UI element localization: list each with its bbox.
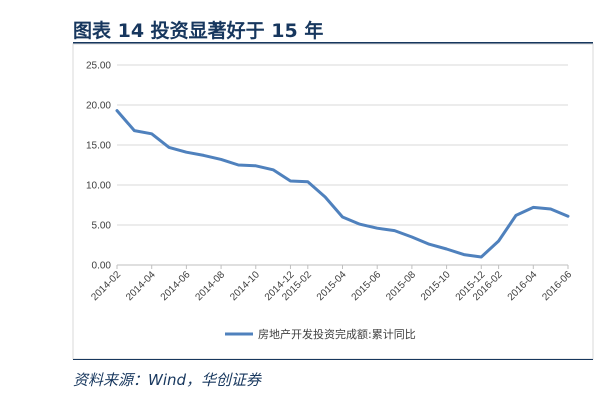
chart-area <box>72 43 594 360</box>
y-tick-label: 25.00 <box>86 61 111 72</box>
series-layer <box>115 109 570 259</box>
source-note: 资料来源：Wind，华创证券 <box>73 371 262 389</box>
legend-label: 房地产开发投资完成额:累计同比 <box>258 327 416 341</box>
y-axis-ticks: 0.00 5.00 10.00 15.00 20.00 25.00 <box>86 61 111 272</box>
figure-title: 图表 14 投资显著好于 15 年 <box>73 20 324 42</box>
y-tick-label: 20.00 <box>86 101 111 112</box>
y-tick-label: 0.00 <box>92 261 112 272</box>
footer-divider <box>73 359 593 360</box>
title-divider <box>73 42 593 44</box>
series-line <box>115 109 570 259</box>
y-tick-label: 10.00 <box>86 181 111 192</box>
y-tick-label: 15.00 <box>86 141 111 152</box>
y-tick-label: 5.00 <box>92 221 112 232</box>
legend: 房地产开发投资完成额:累计同比 <box>225 327 416 341</box>
